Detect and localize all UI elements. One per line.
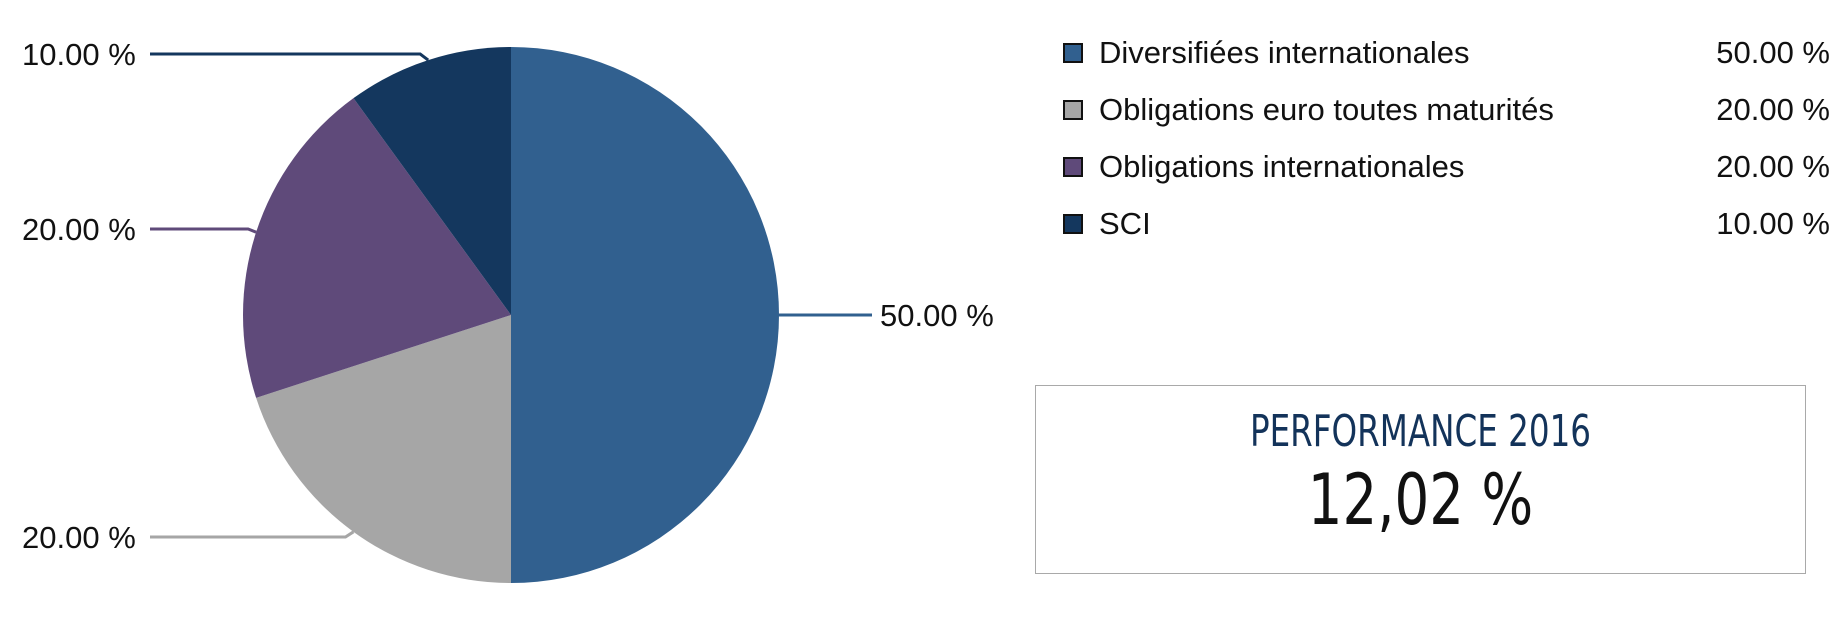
legend-label: Obligations euro toutes maturités: [1099, 91, 1554, 127]
legend-label: Diversifiées internationales: [1099, 34, 1470, 70]
legend-item: Diversifiées internationales 50.00 %: [1060, 24, 1830, 81]
performance-title: PERFORMANCE 2016: [1249, 406, 1592, 457]
legend-label: Obligations internationales: [1099, 148, 1465, 184]
pie-data-labels: 50.00 % 20.00 % 20.00 % 10.00 %: [22, 37, 994, 555]
pie-leader-line: [150, 227, 257, 234]
legend-value: 20.00 %: [1716, 91, 1830, 127]
pie-data-label: 10.00 %: [22, 37, 136, 72]
legend-item: Obligations euro toutes maturités 20.00 %: [1060, 81, 1830, 138]
pie-slices: [242, 47, 779, 583]
pie-slice: [353, 47, 511, 315]
pie-slice: [511, 47, 779, 583]
performance-panel: PERFORMANCE 2016 12,02 %: [1035, 385, 1806, 574]
legend-label: SCI: [1099, 205, 1151, 241]
legend-item: SCI 10.00 %: [1060, 195, 1830, 252]
legend-swatch: [1063, 42, 1083, 63]
pie-data-label: 20.00 %: [22, 212, 136, 247]
chart-legend: Diversifiées internationales 50.00 % Oblig…: [1060, 24, 1830, 252]
legend-value: 20.00 %: [1716, 148, 1830, 184]
legend-swatch: [1063, 156, 1083, 177]
pie-slice: [242, 98, 511, 398]
legend-value: 50.00 %: [1716, 34, 1830, 70]
pie-data-label: 50.00 %: [880, 298, 994, 333]
legend-swatch: [1063, 213, 1083, 234]
pie-leader-lines: [150, 52, 872, 539]
pie-slice: [256, 315, 511, 583]
pie-data-label: 20.00 %: [22, 520, 136, 555]
performance-value: 12,02 %: [1307, 459, 1534, 542]
pie-chart: 50.00 % 20.00 % 20.00 % 10.00 %: [22, 37, 994, 583]
legend-value: 10.00 %: [1716, 205, 1830, 241]
legend-swatch: [1063, 99, 1083, 120]
pie-leader-line: [150, 52, 430, 62]
legend-item: Obligations internationales 20.00 %: [1060, 138, 1830, 195]
pie-leader-line: [150, 530, 355, 539]
